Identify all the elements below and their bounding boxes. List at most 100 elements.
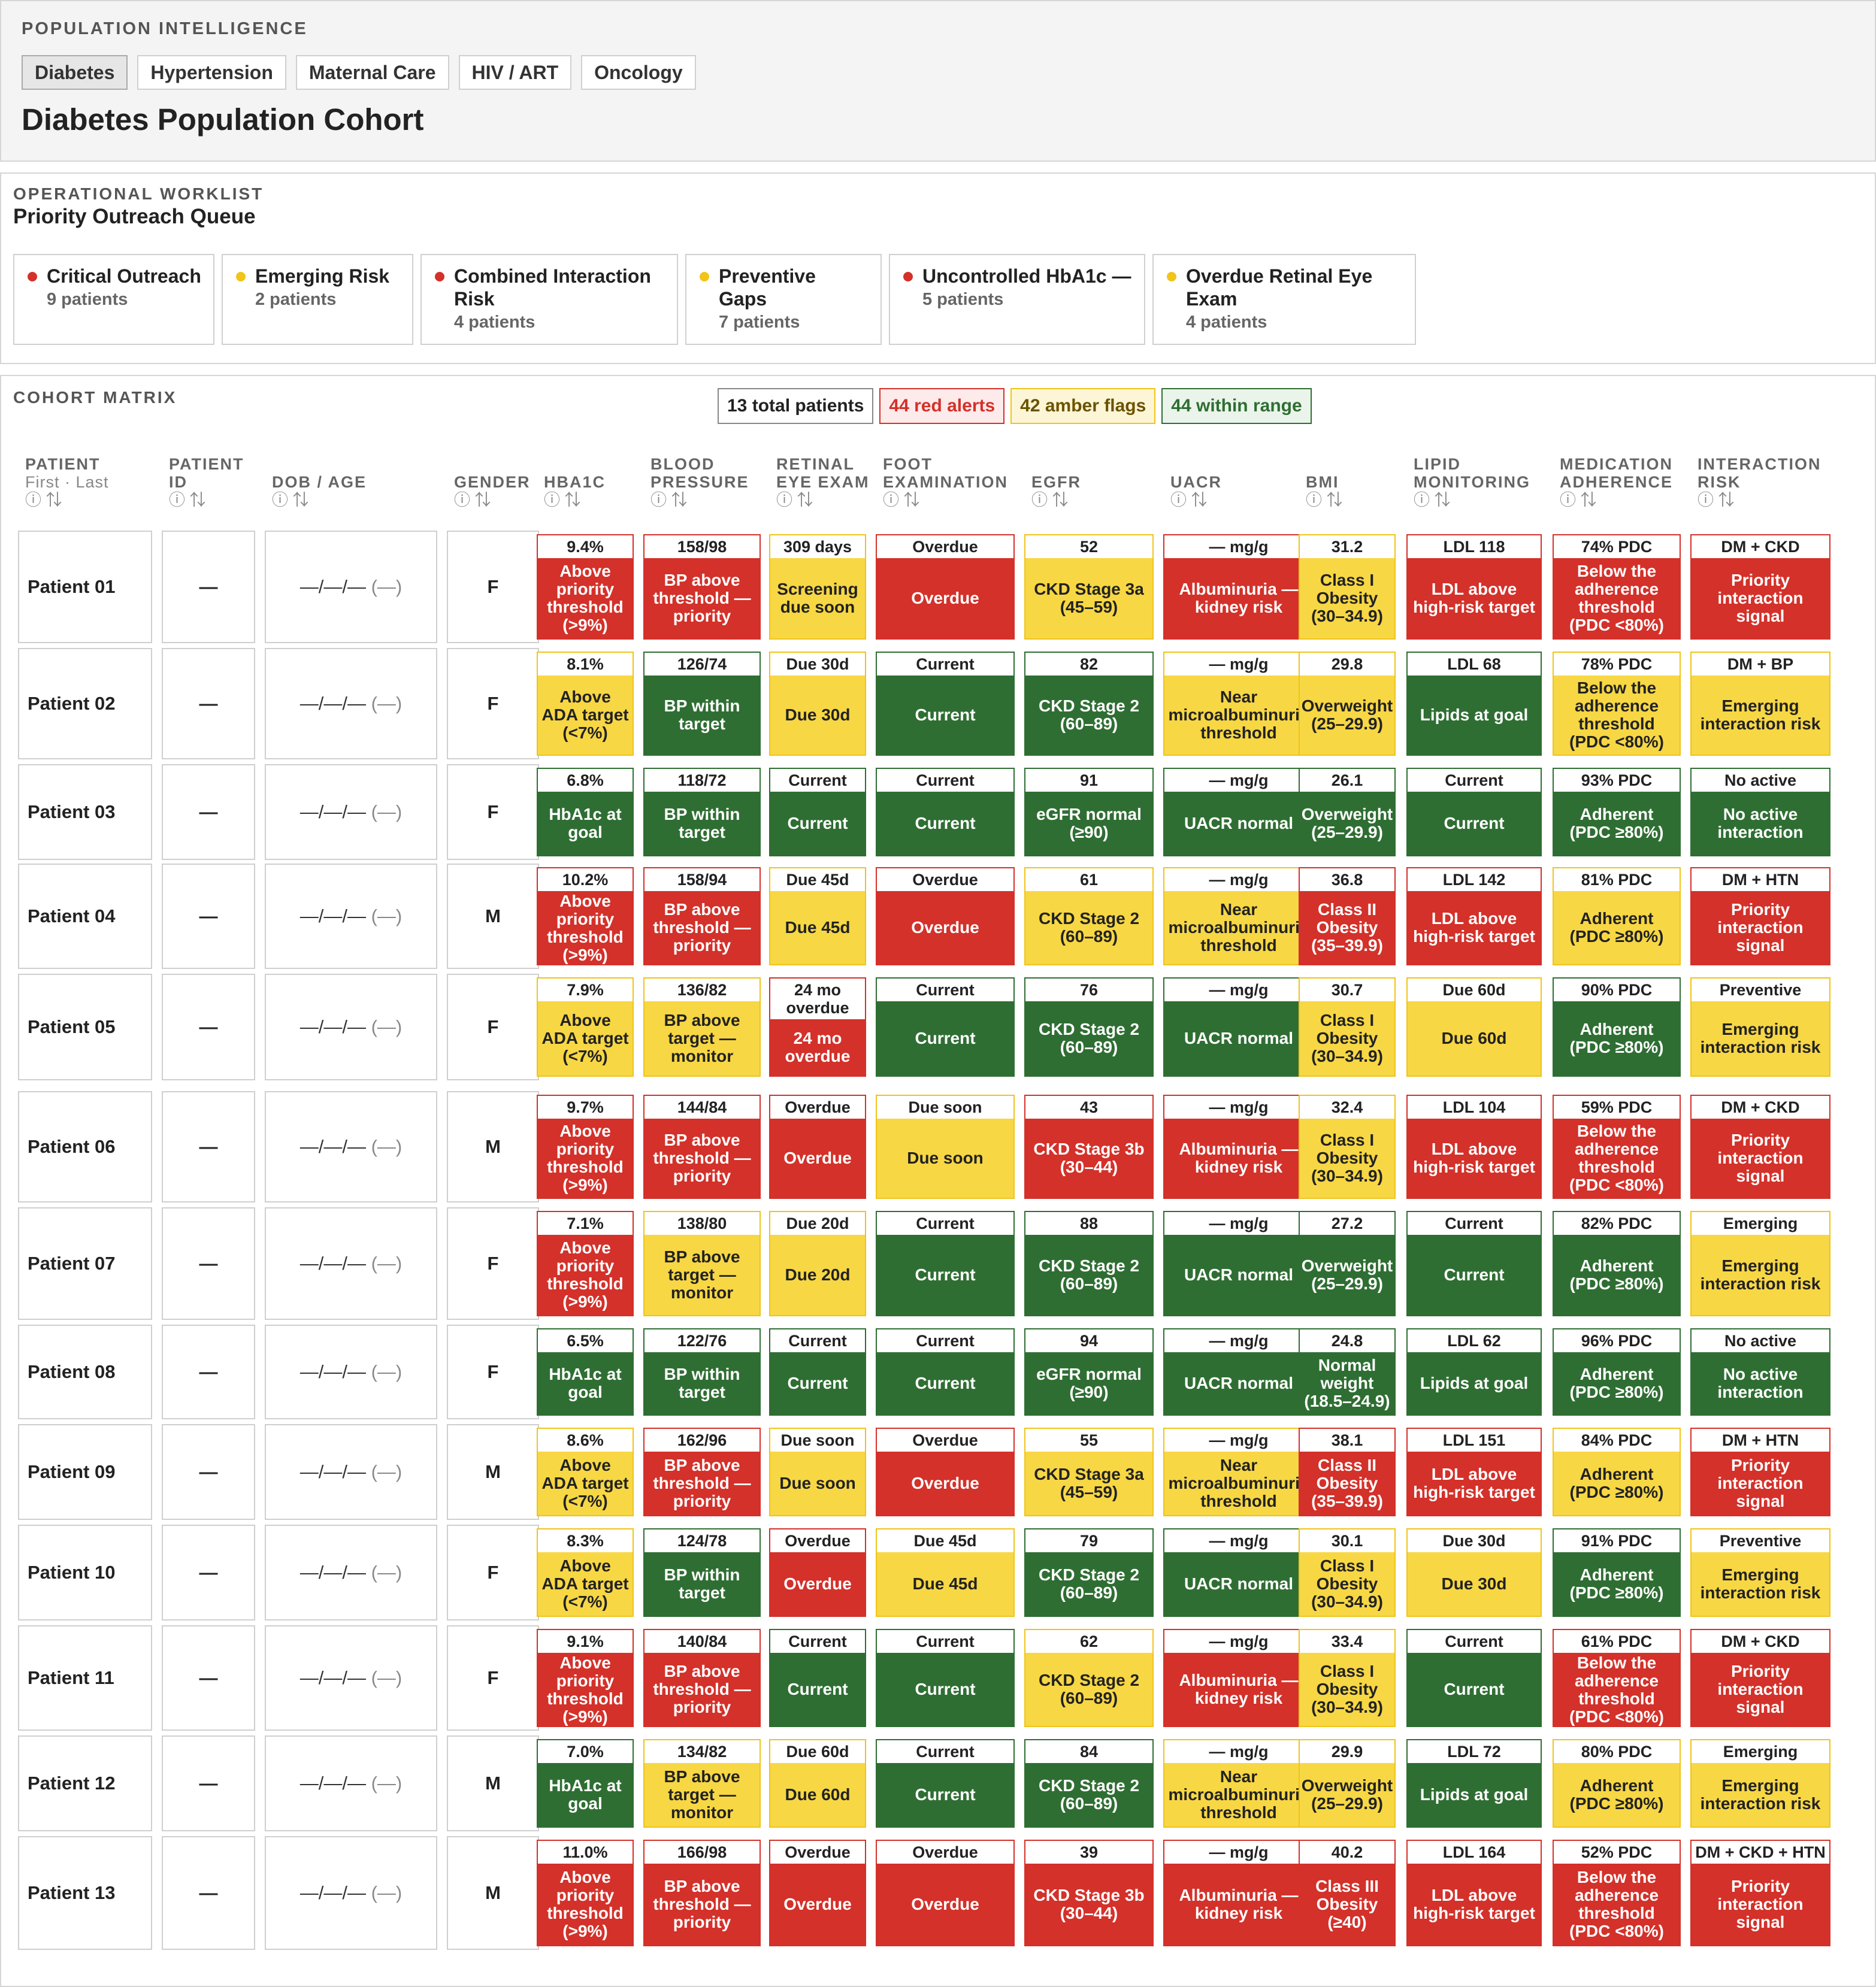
metric-cell-eye[interactable]: Due soon Due soon — [769, 1428, 866, 1516]
metric-cell-med[interactable]: 96% PDC Adherent (PDC ≥80%) — [1553, 1328, 1681, 1416]
metric-cell-hba1c[interactable]: 6.8% HbA1c at goal — [537, 768, 634, 856]
metric-cell-eye[interactable]: Due 60d Due 60d — [769, 1739, 866, 1828]
metric-cell-eye[interactable]: Due 20d Due 20d — [769, 1211, 866, 1316]
metric-cell-uacr[interactable]: — mg/g UACR normal — [1163, 1528, 1314, 1617]
metric-cell-bmi[interactable]: 24.8 Normal weight (18.5–24.9) — [1299, 1328, 1396, 1416]
patient-name-cell[interactable]: Patient 06 — [18, 1091, 152, 1203]
column-header-med[interactable]: MEDICATION ADHERENCE ⓘ ⇅ — [1560, 429, 1688, 519]
metric-cell-eye[interactable]: 309 days Screening due soon — [769, 534, 866, 640]
metric-cell-bp[interactable]: 144/84 BP above threshold — priority — [643, 1095, 761, 1199]
column-header-patient[interactable]: PATIENT First · Last ⓘ ⇅ — [25, 429, 158, 519]
metric-cell-eye[interactable]: Current Current — [769, 768, 866, 856]
worklist-card-uncontrolled-hba1c[interactable]: Uncontrolled HbA1c — 5 patients — [889, 254, 1145, 345]
metric-cell-risk[interactable]: DM + HTN Priority interaction signal — [1690, 867, 1830, 965]
info-sort-icon[interactable]: ⓘ ⇅ — [1031, 491, 1069, 509]
metric-cell-foot[interactable]: Current Current — [876, 1629, 1015, 1727]
column-header-lipid[interactable]: LIPID MONITORING ⓘ ⇅ — [1414, 429, 1549, 519]
metric-cell-eye[interactable]: Due 45d Due 45d — [769, 867, 866, 965]
metric-cell-uacr[interactable]: — mg/g UACR normal — [1163, 768, 1314, 856]
metric-cell-uacr[interactable]: — mg/g Albuminuria — kidney risk — [1163, 1629, 1314, 1727]
metric-cell-med[interactable]: 78% PDC Below the adherence threshold (PD… — [1553, 652, 1681, 756]
patient-name-cell[interactable]: Patient 01 — [18, 531, 152, 643]
metric-cell-hba1c[interactable]: 8.6% Above ADA target (<7%) — [537, 1428, 634, 1516]
metric-cell-uacr[interactable]: — mg/g Near microalbuminuria threshold — [1163, 652, 1314, 756]
metric-cell-bp[interactable]: 126/74 BP within target — [643, 652, 761, 756]
metric-cell-lipid[interactable]: Current Current — [1406, 768, 1542, 856]
metric-cell-foot[interactable]: Overdue Overdue — [876, 1840, 1015, 1946]
worklist-card-emerging-risk[interactable]: Emerging Risk 2 patients — [222, 254, 413, 345]
metric-cell-hba1c[interactable]: 8.3% Above ADA target (<7%) — [537, 1528, 634, 1617]
metric-cell-egfr[interactable]: 43 CKD Stage 3b (30–44) — [1024, 1095, 1154, 1199]
metric-cell-foot[interactable]: Overdue Overdue — [876, 1428, 1015, 1516]
patient-name-cell[interactable]: Patient 02 — [18, 648, 152, 759]
metric-cell-risk[interactable]: No active No active interaction — [1690, 1328, 1830, 1416]
metric-cell-foot[interactable]: Due soon Due soon — [876, 1095, 1015, 1199]
metric-cell-egfr[interactable]: 79 CKD Stage 2 (60–89) — [1024, 1528, 1154, 1617]
patient-name-cell[interactable]: Patient 13 — [18, 1836, 152, 1950]
metric-cell-bp[interactable]: 134/82 BP above target — monitor — [643, 1739, 761, 1828]
metric-cell-egfr[interactable]: 62 CKD Stage 2 (60–89) — [1024, 1629, 1154, 1727]
column-header-uacr[interactable]: UACR ⓘ ⇅ — [1170, 429, 1321, 519]
metric-cell-risk[interactable]: Preventive Emerging interaction risk — [1690, 1528, 1830, 1617]
metric-cell-eye[interactable]: Overdue Overdue — [769, 1528, 866, 1617]
metric-cell-eye[interactable]: Overdue Overdue — [769, 1840, 866, 1946]
metric-cell-foot[interactable]: Current Current — [876, 1739, 1015, 1828]
info-sort-icon[interactable]: ⓘ ⇅ — [883, 491, 920, 509]
column-header-bp[interactable]: BLOOD PRESSURE ⓘ ⇅ — [650, 429, 768, 519]
metric-cell-risk[interactable]: Emerging Emerging interaction risk — [1690, 1739, 1830, 1828]
metric-cell-uacr[interactable]: — mg/g Albuminuria — kidney risk — [1163, 1095, 1314, 1199]
column-header-patient-id[interactable]: PATIENT ID ⓘ ⇅ — [169, 429, 261, 519]
metric-cell-med[interactable]: 74% PDC Below the adherence threshold (PD… — [1553, 534, 1681, 640]
metric-cell-eye[interactable]: Overdue Overdue — [769, 1095, 866, 1199]
info-sort-icon[interactable]: ⓘ ⇅ — [1170, 491, 1208, 509]
column-header-egfr[interactable]: EGFR ⓘ ⇅ — [1031, 429, 1161, 519]
metric-cell-risk[interactable]: Emerging Emerging interaction risk — [1690, 1211, 1830, 1316]
metric-cell-risk[interactable]: DM + CKD Priority interaction signal — [1690, 534, 1830, 640]
metric-cell-bmi[interactable]: 29.9 Overweight (25–29.9) — [1299, 1739, 1396, 1828]
column-header-gender[interactable]: GENDER ⓘ ⇅ — [454, 429, 545, 519]
metric-cell-eye[interactable]: Current Current — [769, 1328, 866, 1416]
tab-oncology[interactable]: Oncology — [581, 55, 696, 90]
tab-diabetes[interactable]: Diabetes — [22, 55, 128, 90]
info-sort-icon[interactable]: ⓘ ⇅ — [169, 491, 206, 509]
metric-cell-bmi[interactable]: 30.7 Class I Obesity (30–34.9) — [1299, 977, 1396, 1077]
column-header-foot[interactable]: FOOT EXAMINATION ⓘ ⇅ — [883, 429, 1022, 519]
patient-name-cell[interactable]: Patient 11 — [18, 1625, 152, 1731]
info-sort-icon[interactable]: ⓘ ⇅ — [1560, 491, 1597, 509]
metric-cell-foot[interactable]: Current Current — [876, 977, 1015, 1077]
metric-cell-risk[interactable]: DM + CKD Priority interaction signal — [1690, 1095, 1830, 1199]
metric-cell-foot[interactable]: Overdue Overdue — [876, 534, 1015, 640]
metric-cell-bmi[interactable]: 27.2 Overweight (25–29.9) — [1299, 1211, 1396, 1316]
metric-cell-egfr[interactable]: 91 eGFR normal (≥90) — [1024, 768, 1154, 856]
metric-cell-foot[interactable]: Current Current — [876, 1328, 1015, 1416]
column-header-hba1c[interactable]: HBA1C ⓘ ⇅ — [544, 429, 641, 519]
column-header-dob[interactable]: DOB / AGE ⓘ ⇅ — [272, 429, 443, 519]
metric-cell-bmi[interactable]: 33.4 Class I Obesity (30–34.9) — [1299, 1629, 1396, 1727]
metric-cell-lipid[interactable]: LDL 151 LDL above high-risk target — [1406, 1428, 1542, 1516]
metric-cell-med[interactable]: 90% PDC Adherent (PDC ≥80%) — [1553, 977, 1681, 1077]
patient-name-cell[interactable]: Patient 12 — [18, 1735, 152, 1831]
metric-cell-uacr[interactable]: — mg/g Near microalbuminuria threshold — [1163, 867, 1314, 965]
metric-cell-lipid[interactable]: LDL 164 LDL above high-risk target — [1406, 1840, 1542, 1946]
metric-cell-bp[interactable]: 136/82 BP above target — monitor — [643, 977, 761, 1077]
metric-cell-bmi[interactable]: 40.2 Class III Obesity (≥40) — [1299, 1840, 1396, 1946]
worklist-card-preventive-gaps[interactable]: Preventive Gaps 7 patients — [685, 254, 882, 345]
metric-cell-risk[interactable]: Preventive Emerging interaction risk — [1690, 977, 1830, 1077]
metric-cell-uacr[interactable]: — mg/g Near microalbuminuria threshold — [1163, 1428, 1314, 1516]
worklist-card-critical-outreach[interactable]: Critical Outreach 9 patients — [13, 254, 214, 345]
metric-cell-lipid[interactable]: LDL 142 LDL above high-risk target — [1406, 867, 1542, 965]
metric-cell-uacr[interactable]: — mg/g UACR normal — [1163, 1328, 1314, 1416]
metric-cell-bmi[interactable]: 31.2 Class I Obesity (30–34.9) — [1299, 534, 1396, 640]
metric-cell-lipid[interactable]: LDL 118 LDL above high-risk target — [1406, 534, 1542, 640]
metric-cell-bmi[interactable]: 29.8 Overweight (25–29.9) — [1299, 652, 1396, 756]
metric-cell-eye[interactable]: 24 mo overdue 24 mo overdue — [769, 977, 866, 1077]
metric-cell-bp[interactable]: 138/80 BP above target — monitor — [643, 1211, 761, 1316]
metric-cell-bmi[interactable]: 36.8 Class II Obesity (35–39.9) — [1299, 867, 1396, 965]
metric-cell-lipid[interactable]: LDL 72 Lipids at goal — [1406, 1739, 1542, 1828]
tab-hiv-art[interactable]: HIV / ART — [458, 55, 572, 90]
metric-cell-med[interactable]: 81% PDC Adherent (PDC ≥80%) — [1553, 867, 1681, 965]
metric-cell-bp[interactable]: 140/84 BP above threshold — priority — [643, 1629, 761, 1727]
metric-cell-egfr[interactable]: 39 CKD Stage 3b (30–44) — [1024, 1840, 1154, 1946]
info-sort-icon[interactable]: ⓘ ⇅ — [272, 491, 309, 509]
metric-cell-bmi[interactable]: 32.4 Class I Obesity (30–34.9) — [1299, 1095, 1396, 1199]
